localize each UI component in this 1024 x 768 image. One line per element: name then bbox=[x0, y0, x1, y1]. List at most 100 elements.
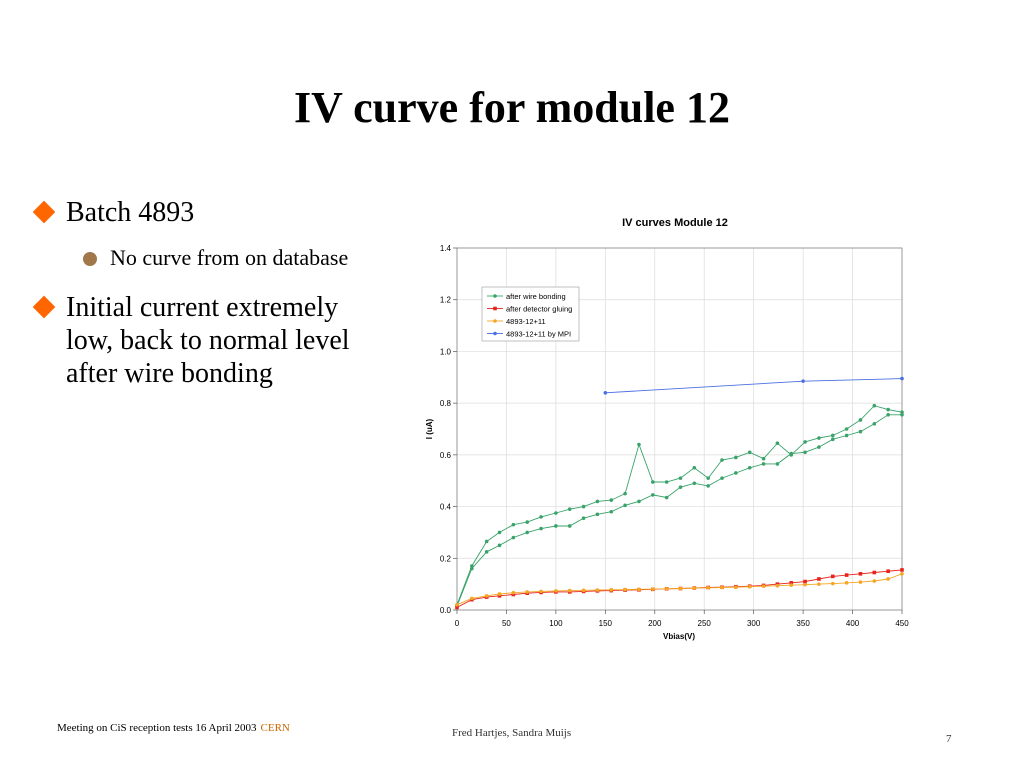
data-point bbox=[664, 586, 669, 591]
data-point bbox=[775, 583, 780, 588]
diamond-bullet-icon bbox=[32, 295, 56, 319]
data-point bbox=[872, 403, 877, 408]
data-point bbox=[511, 535, 516, 540]
data-point bbox=[872, 422, 877, 426]
circle-bullet-icon bbox=[83, 252, 97, 266]
data-point bbox=[817, 577, 821, 581]
data-point bbox=[886, 412, 890, 417]
data-point bbox=[511, 590, 516, 595]
data-point bbox=[747, 450, 752, 455]
data-point bbox=[484, 593, 489, 598]
data-point bbox=[720, 585, 724, 590]
y-tick-label: 1.2 bbox=[440, 296, 452, 305]
x-tick-label: 200 bbox=[648, 619, 662, 628]
data-point bbox=[455, 605, 459, 610]
series-4 bbox=[603, 376, 904, 395]
data-point bbox=[801, 379, 805, 383]
data-point bbox=[761, 456, 766, 461]
bullet-item-batch: Batch 4893 bbox=[30, 196, 370, 229]
data-point bbox=[775, 462, 780, 466]
sub-bullet-text: No curve from on database bbox=[110, 245, 349, 270]
data-point bbox=[900, 376, 904, 381]
x-tick-label: 100 bbox=[549, 619, 563, 628]
data-point bbox=[581, 504, 586, 509]
data-point bbox=[539, 526, 543, 531]
y-tick-label: 0.4 bbox=[440, 503, 452, 512]
series-3 bbox=[455, 572, 904, 607]
data-point bbox=[511, 522, 516, 527]
data-point bbox=[872, 579, 877, 583]
y-tick-label: 1.0 bbox=[440, 347, 452, 356]
data-point bbox=[664, 480, 669, 484]
data-point bbox=[692, 481, 697, 486]
data-point bbox=[692, 586, 697, 590]
data-point bbox=[470, 566, 474, 571]
data-point bbox=[609, 588, 614, 592]
data-point bbox=[539, 515, 543, 519]
data-point bbox=[817, 582, 821, 586]
data-point bbox=[706, 476, 710, 480]
y-tick-label: 0.2 bbox=[440, 554, 452, 563]
y-tick-label: 1.4 bbox=[440, 244, 452, 253]
bullet-text: Batch 4893 bbox=[66, 197, 195, 228]
y-tick-label: 0.8 bbox=[440, 399, 452, 408]
bullet-item-initial-current: Initial current extremely low, back to n… bbox=[30, 291, 370, 390]
data-point bbox=[525, 520, 530, 524]
data-point bbox=[554, 524, 558, 528]
data-point bbox=[470, 596, 474, 601]
data-point bbox=[637, 587, 641, 592]
data-point bbox=[734, 585, 738, 590]
data-point bbox=[525, 590, 530, 594]
y-axis-label: I (uA) bbox=[425, 418, 434, 439]
data-point bbox=[872, 570, 877, 575]
data-point bbox=[900, 410, 904, 414]
data-point bbox=[789, 583, 794, 587]
data-point bbox=[497, 593, 502, 598]
data-point bbox=[858, 580, 863, 584]
data-point bbox=[830, 433, 835, 438]
data-point bbox=[581, 516, 586, 521]
x-tick-label: 250 bbox=[698, 619, 712, 628]
diamond-bullet-icon bbox=[32, 200, 56, 224]
x-tick-label: 450 bbox=[895, 619, 909, 628]
data-point bbox=[595, 588, 600, 592]
data-point bbox=[886, 577, 890, 581]
data-point bbox=[595, 499, 600, 504]
data-point bbox=[637, 442, 641, 447]
data-point bbox=[525, 530, 530, 535]
data-point bbox=[678, 476, 683, 480]
data-point bbox=[706, 585, 710, 590]
data-point bbox=[775, 441, 780, 446]
x-tick-label: 50 bbox=[502, 619, 511, 628]
chart-series bbox=[455, 376, 904, 610]
data-point bbox=[692, 465, 697, 470]
data-point bbox=[623, 503, 627, 508]
legend-marker bbox=[493, 306, 497, 311]
data-point bbox=[858, 572, 863, 576]
data-point bbox=[830, 437, 835, 442]
data-point bbox=[803, 579, 807, 584]
data-point bbox=[637, 499, 641, 504]
data-point bbox=[651, 480, 655, 484]
data-point bbox=[761, 584, 766, 589]
legend-marker bbox=[493, 319, 497, 323]
data-point bbox=[844, 581, 849, 585]
data-point bbox=[747, 465, 752, 470]
data-point bbox=[484, 550, 489, 554]
data-point bbox=[678, 485, 683, 489]
legend-marker bbox=[493, 331, 497, 336]
data-point bbox=[747, 584, 752, 589]
data-point bbox=[623, 587, 627, 592]
slide-title: IV curve for module 12 bbox=[294, 83, 730, 132]
data-point bbox=[844, 433, 849, 438]
data-point bbox=[554, 589, 558, 593]
data-point bbox=[734, 471, 738, 475]
data-point bbox=[603, 391, 608, 395]
data-point bbox=[803, 440, 807, 444]
data-point bbox=[858, 418, 863, 422]
data-point bbox=[720, 458, 724, 462]
data-point bbox=[858, 429, 863, 434]
series-1 bbox=[455, 412, 904, 608]
x-tick-label: 0 bbox=[455, 619, 460, 628]
data-point bbox=[539, 589, 543, 594]
